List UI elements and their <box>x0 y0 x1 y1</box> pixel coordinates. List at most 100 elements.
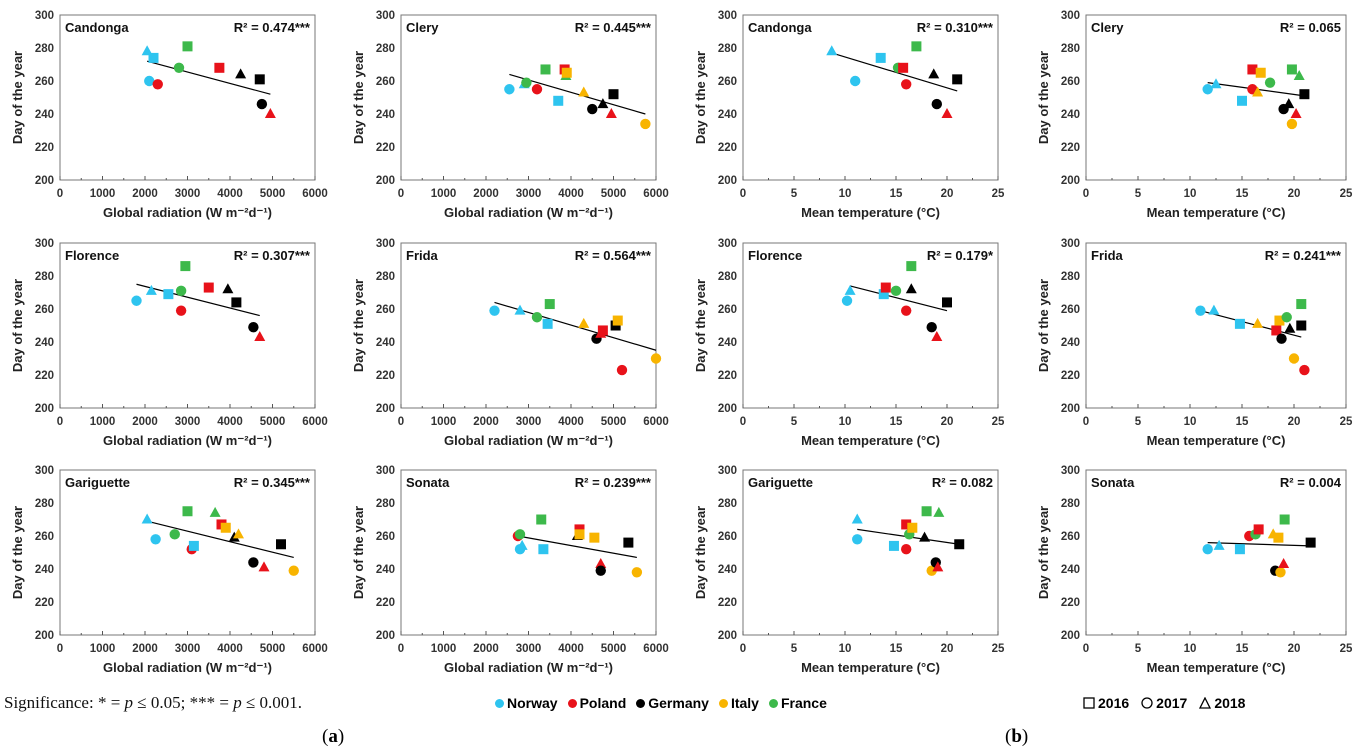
panel-sonata-radiation: 0 1000 2000 3000 4000 5000 6000 200 220 240 260 280… <box>351 465 669 675</box>
x-tick-label: 4000 <box>558 416 584 428</box>
panel-label-a: (a) <box>322 726 345 747</box>
x-tick-label: 1000 <box>90 643 116 655</box>
x-tick-label: 0 <box>740 188 746 200</box>
point-norway-2016 <box>875 52 886 63</box>
x-axis-label: Global radiation (W m⁻²d⁻¹) <box>103 205 272 220</box>
point-poland-2018 <box>264 108 276 118</box>
y-tick-label: 300 <box>376 465 395 477</box>
x-tick-label: 1000 <box>431 643 457 655</box>
point-poland-2016 <box>898 62 909 73</box>
y-tick-label: 200 <box>376 403 395 415</box>
point-poland-2017 <box>152 79 163 90</box>
point-germany-2018 <box>222 283 234 294</box>
point-italy-2017 <box>640 118 651 130</box>
point-italy-2016 <box>1274 315 1285 326</box>
point-germany-2018 <box>1284 322 1296 333</box>
trend-line <box>146 60 271 95</box>
x-tick-label: 10 <box>839 643 852 655</box>
panel-title: Clery <box>406 20 439 35</box>
point-norway-2016 <box>188 540 199 551</box>
r-squared-label: R² = 0.310*** <box>917 20 994 35</box>
point-poland-2017 <box>616 364 628 376</box>
point-poland-2017 <box>531 84 543 95</box>
point-france-2018 <box>1293 70 1305 81</box>
x-tick-label: 3000 <box>516 643 542 655</box>
point-poland-2016 <box>1253 524 1264 535</box>
r-squared-label: R² = 0.065 <box>1280 20 1341 35</box>
point-germany-2017 <box>1276 333 1287 344</box>
point-italy-2016 <box>589 532 600 543</box>
y-tick-label: 280 <box>35 271 54 283</box>
panel-title: Frida <box>406 248 439 263</box>
point-italy-2016 <box>612 315 623 326</box>
point-france-2016 <box>911 41 922 52</box>
germany-dot-icon <box>636 698 646 708</box>
panel-title: Sonata <box>406 475 450 490</box>
y-tick-label: 260 <box>376 76 395 88</box>
year-legend: 2016 2017 2018 <box>1083 695 1245 711</box>
plot-frame <box>59 469 316 636</box>
y-tick-label: 240 <box>718 337 737 349</box>
circle-icon <box>1141 697 1153 709</box>
x-tick-label: 25 <box>1340 416 1353 428</box>
x-tick-label: 5000 <box>260 416 286 428</box>
y-tick-label: 240 <box>376 337 395 349</box>
x-tick-label: 25 <box>1340 643 1353 655</box>
panel-florence-temperature: 0 5 10 15 20 25 200 220 240 260 280 300 Mean tempera… <box>693 238 1005 448</box>
point-poland-2017 <box>901 305 912 316</box>
x-tick-label: 4000 <box>217 643 243 655</box>
y-tick-label: 300 <box>376 10 395 22</box>
x-tick-label: 6000 <box>643 416 669 428</box>
y-tick-label: 220 <box>718 370 737 382</box>
x-tick-label: 0 <box>398 643 404 655</box>
point-france-2016 <box>182 506 193 517</box>
y-tick-label: 260 <box>376 304 395 316</box>
x-tick-label: 5 <box>791 416 798 428</box>
y-axis-label: Day of the year <box>1036 279 1051 372</box>
y-tick-label: 200 <box>1061 175 1080 187</box>
y-axis-label: Day of the year <box>693 279 708 372</box>
r-squared-label: R² = 0.082 <box>932 475 993 490</box>
plot-frame <box>742 14 999 181</box>
point-norway-2017 <box>504 84 515 95</box>
point-norway-2018 <box>516 539 528 550</box>
r-squared-label: R² = 0.307*** <box>234 248 311 263</box>
point-germany-2016 <box>1296 320 1307 331</box>
point-france-2016 <box>1296 299 1307 310</box>
y-tick-label: 220 <box>376 370 395 382</box>
point-france-2016 <box>906 261 917 272</box>
y-tick-label: 260 <box>1061 531 1080 543</box>
point-germany-2018 <box>928 68 940 79</box>
y-tick-label: 260 <box>376 531 395 543</box>
point-poland-2018 <box>1290 108 1302 118</box>
legend-germany: Germany <box>636 695 709 711</box>
y-tick-label: 240 <box>1061 109 1080 121</box>
point-norway-2017 <box>489 305 500 316</box>
point-norway-2018 <box>844 284 856 295</box>
point-italy-2016 <box>907 522 918 533</box>
point-france-2017 <box>531 312 543 323</box>
x-tick-label: 5 <box>1135 188 1142 200</box>
y-tick-label: 300 <box>35 238 54 250</box>
x-tick-label: 1000 <box>90 416 116 428</box>
x-tick-label: 2000 <box>132 643 158 655</box>
x-tick-label: 1000 <box>431 416 457 428</box>
panel-title: Florence <box>65 248 119 263</box>
x-tick-label: 10 <box>1184 416 1197 428</box>
poland-dot-icon <box>567 698 577 708</box>
point-germany-2016 <box>1305 537 1316 548</box>
y-tick-label: 220 <box>718 142 737 154</box>
x-axis-label: Global radiation (W m⁻²d⁻¹) <box>103 660 272 675</box>
x-tick-label: 15 <box>890 188 903 200</box>
point-france-2016 <box>536 514 547 525</box>
trend-line <box>136 283 260 317</box>
legend-italy: Italy <box>718 695 759 711</box>
point-norway-2017 <box>841 295 853 306</box>
x-tick-label: 6000 <box>643 188 669 200</box>
x-tick-label: 25 <box>1340 188 1353 200</box>
point-germany-2017 <box>248 557 259 568</box>
point-norway-2016 <box>878 289 889 300</box>
x-tick-label: 4000 <box>558 643 584 655</box>
x-tick-label: 15 <box>1236 188 1249 200</box>
point-norway-2016 <box>1237 95 1247 106</box>
